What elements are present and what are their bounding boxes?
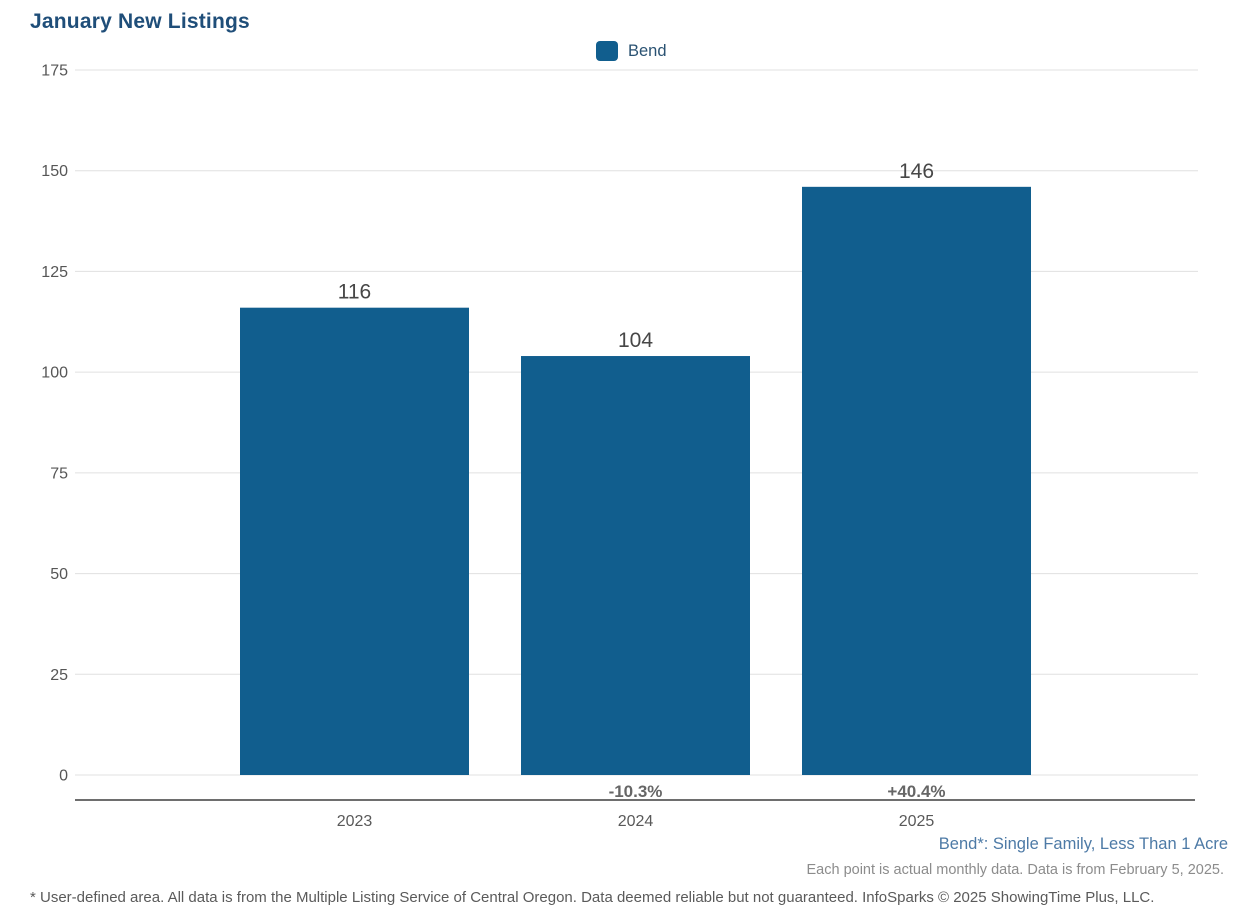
data-note: Each point is actual monthly data. Data … [806,862,1225,878]
bar-2023[interactable] [240,307,469,775]
x-axis-category-label: 2023 [337,813,373,830]
x-axis-category-label: 2025 [899,813,935,830]
y-axis-tick-label: 175 [41,63,68,80]
bar-2024[interactable] [521,356,750,775]
legend-label: Bend [628,41,667,60]
bar-value-label: 146 [899,160,934,183]
legend-swatch-icon [596,41,618,61]
y-axis-tick-label: 125 [41,264,68,281]
chart-title: January New Listings [30,10,250,33]
series-definition-note: Bend*: Single Family, Less Than 1 Acre [938,835,1228,853]
bar-2025[interactable] [802,186,1031,776]
pct-change-label: +40.4% [887,782,945,801]
bar-value-label: 116 [338,281,371,304]
y-axis-tick-label: 0 [59,768,68,785]
y-axis-tick-label: 75 [50,465,68,482]
pct-change-label: -10.3% [609,782,663,801]
x-axis-category-label: 2024 [618,813,654,830]
legend-item-bend[interactable]: Bend [596,41,667,61]
y-axis-tick-label: 150 [41,163,68,180]
y-axis-tick-label: 25 [50,667,68,684]
y-axis-tick-label: 100 [41,365,68,382]
disclaimer-note: * User-defined area. All data is from th… [30,889,1155,906]
bar-value-label: 104 [618,329,653,352]
y-axis-tick-label: 50 [50,566,68,583]
